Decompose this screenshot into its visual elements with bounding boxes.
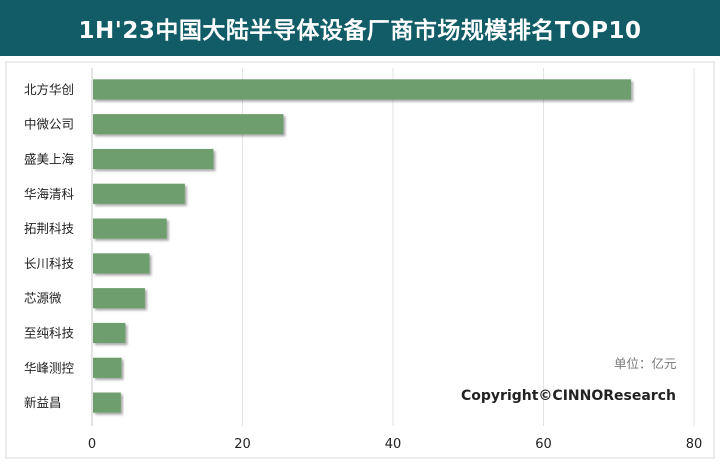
category-label: 长川科技	[24, 256, 75, 271]
category-label: 华海清科	[24, 186, 75, 201]
bar	[93, 357, 122, 378]
category-label: 华峰测控	[24, 360, 75, 375]
category-label: 芯源微	[24, 291, 62, 306]
x-tick-label: 60	[535, 437, 552, 452]
plot-border	[5, 61, 715, 459]
bars	[93, 79, 632, 413]
x-axis-ticks: 0 20 40 60 80	[88, 437, 702, 452]
bar	[93, 183, 185, 204]
category-label: 北方华创	[24, 82, 74, 97]
bar	[93, 392, 121, 413]
chart-title: 1H'23中国大陆半导体设备厂商市场规模排名TOP10	[78, 18, 642, 44]
bar	[93, 322, 126, 344]
category-label: 拓荆科技	[24, 221, 75, 236]
category-label: 中微公司	[24, 117, 74, 132]
bar	[93, 218, 167, 239]
grid	[91, 68, 695, 426]
x-tick-label: 20	[234, 437, 251, 452]
x-tick-label: 80	[686, 437, 703, 452]
bar	[93, 79, 632, 100]
bar	[93, 114, 284, 135]
category-label: 至纯科技	[24, 326, 75, 341]
bar	[93, 288, 145, 309]
copyright-text: Copyright©CINNOResearch	[461, 388, 676, 404]
bar	[93, 148, 214, 170]
unit-note: 单位：亿元	[614, 356, 677, 371]
category-label: 新益昌	[24, 395, 62, 410]
category-label: 盛美上海	[24, 152, 75, 167]
title-banner: 1H'23中国大陆半导体设备厂商市场规模排名TOP10	[0, 0, 720, 56]
bar	[93, 253, 150, 274]
x-tick-label: 0	[88, 437, 96, 452]
x-tick-label: 40	[385, 437, 402, 452]
